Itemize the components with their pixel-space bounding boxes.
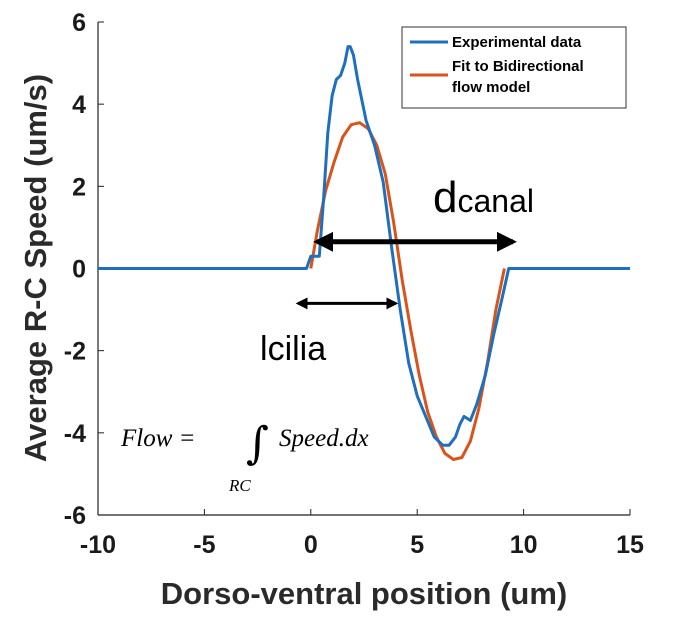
- l-cilia-sub: cilia: [268, 330, 327, 368]
- x-tick-label: 0: [304, 531, 318, 559]
- d-canal-label: dcanal: [433, 173, 534, 222]
- y-tick-label: -2: [64, 338, 86, 366]
- formula-rhs: Speed.dx: [279, 425, 369, 452]
- legend-label-experimental: Experimental data: [452, 34, 582, 51]
- formula-integral: ∫: [246, 418, 269, 469]
- l-cilia-label: lcilia: [260, 330, 326, 368]
- y-tick-label: 6: [72, 9, 86, 37]
- x-ticks: -10 -5 0 5 10 15: [80, 509, 644, 559]
- legend: Experimental data Fit to Bidirectional f…: [401, 26, 627, 109]
- fit-bidirectional-line: [309, 121, 506, 461]
- annotation-layer: dcanal lcilia Flow = ∫ Speed.dx RC: [120, 173, 534, 495]
- d-canal-sub: canal: [457, 183, 534, 219]
- series-layer: [98, 45, 630, 461]
- formula-lhs: Flow =: [120, 425, 196, 452]
- x-tick-label: 10: [510, 531, 538, 559]
- y-axis-title: Average R-C Speed (um/s): [18, 74, 53, 462]
- y-ticks: 6 4 2 0 -2 -4 -6: [64, 9, 104, 530]
- y-tick-label: -4: [64, 420, 86, 448]
- legend-label-fit-line1: Fit to Bidirectional: [452, 58, 584, 75]
- d-canal-main: d: [433, 173, 457, 222]
- l-cilia-main: l: [260, 330, 268, 368]
- y-tick-label: 0: [72, 256, 86, 284]
- y-tick-label: 4: [72, 91, 86, 119]
- y-tick-label: 2: [72, 173, 86, 201]
- x-tick-label: -10: [80, 531, 116, 559]
- x-axis-title: Dorso-ventral position (um): [161, 576, 567, 611]
- formula-subscript: RC: [228, 476, 251, 495]
- x-tick-label: 15: [616, 531, 644, 559]
- x-tick-label: 5: [410, 531, 424, 559]
- x-tick-label: -5: [193, 531, 215, 559]
- y-tick-label: -6: [64, 502, 86, 530]
- legend-label-fit: Fit to Bidirectional flow model: [452, 58, 588, 96]
- legend-label-fit-line2: flow model: [452, 79, 530, 96]
